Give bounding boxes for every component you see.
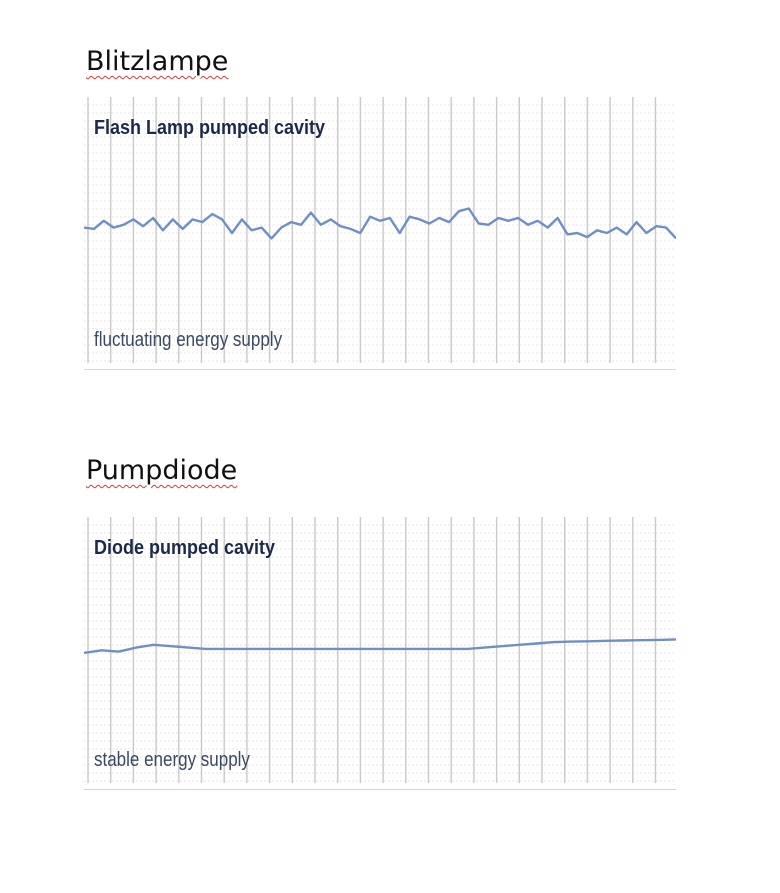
section-heading-pumpdiode: Pumpdiode	[86, 455, 238, 486]
chart-title: Flash Lamp pumped cavity	[94, 117, 326, 139]
series-line	[84, 207, 676, 240]
chart-panel-diode: Diode pumped cavity stable energy supply	[84, 517, 676, 790]
chart-panel-flash-lamp: Flash Lamp pumped cavity fluctuating ene…	[84, 97, 676, 370]
section-heading-blitzlampe: Blitzlampe	[86, 46, 229, 77]
series-line	[84, 638, 676, 655]
chart-diode-plot	[84, 517, 676, 783]
chart-annotation: fluctuating energy supply	[94, 329, 283, 351]
chart-flash-lamp-plot	[84, 97, 676, 363]
chart-title: Diode pumped cavity	[94, 537, 276, 559]
chart-annotation: stable energy supply	[94, 749, 250, 771]
